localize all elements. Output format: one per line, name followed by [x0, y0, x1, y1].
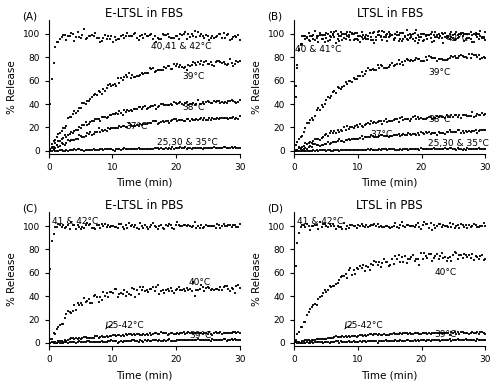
Text: 39°C: 39°C [189, 331, 211, 341]
Text: 40 & 41°C: 40 & 41°C [296, 45, 342, 54]
Text: 40°C: 40°C [434, 268, 456, 277]
Text: 38°C: 38°C [428, 115, 450, 124]
Text: (A): (A) [22, 12, 37, 22]
X-axis label: Time (min): Time (min) [362, 178, 418, 188]
Text: 38°C: 38°C [182, 103, 204, 112]
Title: E-LTSL in FBS: E-LTSL in FBS [105, 7, 183, 20]
Text: 25-42°C: 25-42°C [108, 321, 144, 330]
Title: LTSL in FBS: LTSL in FBS [356, 7, 423, 20]
Y-axis label: % Release: % Release [7, 252, 17, 306]
X-axis label: Time (min): Time (min) [116, 370, 172, 380]
Text: 25,30 & 35°C: 25,30 & 35°C [157, 138, 218, 147]
Text: 37°C: 37°C [125, 122, 148, 131]
Text: 41 & 42°C: 41 & 42°C [298, 217, 344, 226]
Text: 39°C: 39°C [428, 68, 450, 77]
X-axis label: Time (min): Time (min) [362, 370, 418, 380]
Text: 25,30 & 35°C: 25,30 & 35°C [428, 139, 488, 148]
Title: LTSL in PBS: LTSL in PBS [356, 199, 423, 212]
Text: (C): (C) [22, 204, 38, 214]
Text: (B): (B) [268, 12, 282, 22]
Text: 42°C: 42°C [447, 34, 469, 43]
Y-axis label: % Release: % Release [252, 252, 262, 306]
X-axis label: Time (min): Time (min) [116, 178, 172, 188]
Text: 40°C: 40°C [189, 278, 211, 287]
Text: 25-42°C: 25-42°C [346, 321, 383, 330]
Text: 39°C: 39°C [182, 72, 204, 80]
Title: E-LTSL in PBS: E-LTSL in PBS [105, 199, 184, 212]
Text: 40,41 & 42°C: 40,41 & 42°C [150, 42, 211, 51]
Text: (D): (D) [268, 204, 283, 214]
Y-axis label: % Release: % Release [7, 60, 17, 114]
Text: 37°C: 37°C [370, 130, 393, 139]
Text: 39°C: 39°C [434, 330, 456, 339]
Text: 41 & 42°C: 41 & 42°C [52, 217, 98, 226]
Y-axis label: % Release: % Release [252, 60, 262, 114]
